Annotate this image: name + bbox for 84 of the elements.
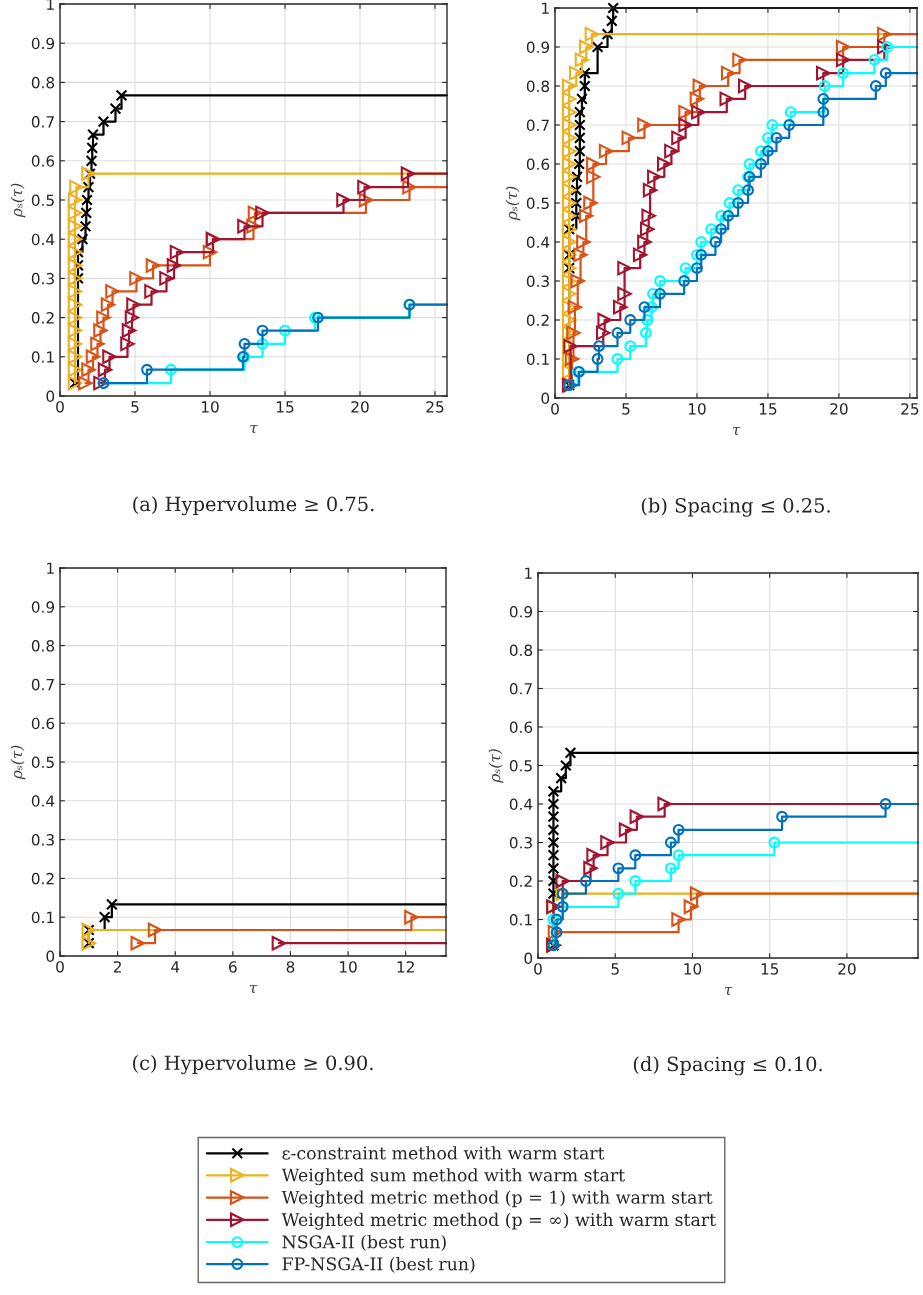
y-axis-title: ρₛ(τ) [505,186,521,221]
x-tick-label: 8 [286,961,295,973]
x-axis-title: τ [250,424,258,433]
y-tick-label: 1 [542,2,549,14]
y-tick-label: 0.6 [509,721,533,734]
y-tick-label: 0.8 [526,80,550,93]
x-tick-label: 12 [397,961,414,973]
x-tick-label: 0 [56,401,64,413]
y-tick-label: 0.4 [31,795,55,807]
y-tick-label: 0.2 [31,872,54,885]
text: (c) Hypervolume ≥ 0.90. [133,1055,373,1075]
x-axis-title: τ [249,984,258,993]
y-tick-label: 0.7 [509,682,532,695]
y-tick-label: 0.1 [509,913,532,926]
legend-label: NSGA-II (best run) [282,1234,446,1251]
y-tick-label: 0.9 [509,605,533,618]
y-tick-label: 0 [541,392,550,405]
x-tick-label: 10 [340,961,357,973]
legend-label: FP-NSGA-II (best run) [282,1256,475,1273]
x-tick-label: 25 [901,403,919,415]
y-tick-label: 0.7 [31,116,54,128]
y-tick-label: 0.3 [509,836,532,849]
y-tick-label: 0.8 [31,640,55,652]
y-tick-label: 0.4 [509,798,533,811]
y-tick-label: 0.6 [526,158,550,171]
y-tick-label: 0.7 [31,678,54,691]
x-tick-label: 10 [684,963,702,975]
text: (b) Spacing ≤ 0.25. [641,497,830,517]
y-tick-label: 0 [524,952,533,965]
y-tick-label: 0.7 [526,119,549,132]
y-tick-label: 0.8 [31,76,55,89]
y-tick-label: 0 [46,390,55,403]
y-tick-label: 1 [47,562,54,574]
y-tick-label: 0.3 [31,272,54,285]
y-tick-label: 0.1 [31,911,54,924]
y-tick-label: 0.2 [526,314,549,327]
x-tick-label: 20 [830,403,848,415]
y-tick-label: 0.5 [526,197,549,210]
legend-label: Weighted sum method with warm start [281,1168,625,1186]
legend-label: Weighted metric method (p = ∞) with warm start [281,1212,716,1230]
y-tick-label: 0.1 [31,351,54,363]
x-tick-label: 10 [201,401,219,413]
x-tick-label: 4 [171,961,180,973]
y-tick-label: 0.6 [31,717,55,730]
y-tick-label: 0.3 [526,275,549,288]
y-tick-label: 0.5 [31,194,54,207]
y-axis-title: ρₛ(τ) [488,749,504,783]
legend-label: ε-constraint method with warm start [282,1146,605,1160]
text: (a) Hypervolume ≥ 0.75. [133,496,374,516]
y-tick-label: 0.1 [526,353,549,366]
y-tick-label: 0.9 [526,41,550,54]
x-axis-title: τ [732,426,741,435]
y-tick-label: 0.2 [31,312,54,324]
x-tick-label: 25 [426,401,444,413]
text: (d) Spacing ≤ 0.10. [633,1056,822,1076]
x-tick-label: 10 [688,403,706,415]
y-tick-label: 0.2 [509,875,532,888]
x-tick-label: 6 [229,961,237,973]
x-tick-label: 2 [113,961,121,973]
y-tick-label: 0.9 [31,601,55,613]
y-tick-label: 0 [46,950,55,963]
y-axis-title: ρₛ(τ) [10,745,26,780]
x-tick-label: 15 [759,403,777,415]
y-tick-label: 0.3 [31,834,54,846]
x-axis-title: τ [724,986,733,995]
x-tick-label: 5 [611,963,619,975]
y-tick-label: 1 [525,567,532,579]
x-tick-label: 20 [351,401,369,413]
x-tick-label: 0 [56,961,64,973]
x-tick-label: 5 [622,403,630,415]
y-axis-title: ρₛ(τ) [10,183,26,218]
x-tick-label: 15 [761,963,779,975]
y-tick-label: 0.5 [31,756,54,769]
y-tick-label: 0.9 [31,37,55,50]
x-tick-label: 5 [131,401,139,413]
y-tick-label: 0.6 [31,155,55,167]
x-tick-label: 20 [838,963,856,975]
y-tick-label: 0.5 [509,759,532,772]
x-tick-label: 15 [276,401,294,413]
legend-label: Weighted metric method (p = 1) with warm start [281,1190,713,1208]
y-tick-label: 0.4 [31,233,55,246]
y-tick-label: 0.4 [526,236,550,249]
y-tick-label: 0.8 [509,644,533,657]
x-tick-label: 0 [551,403,559,415]
